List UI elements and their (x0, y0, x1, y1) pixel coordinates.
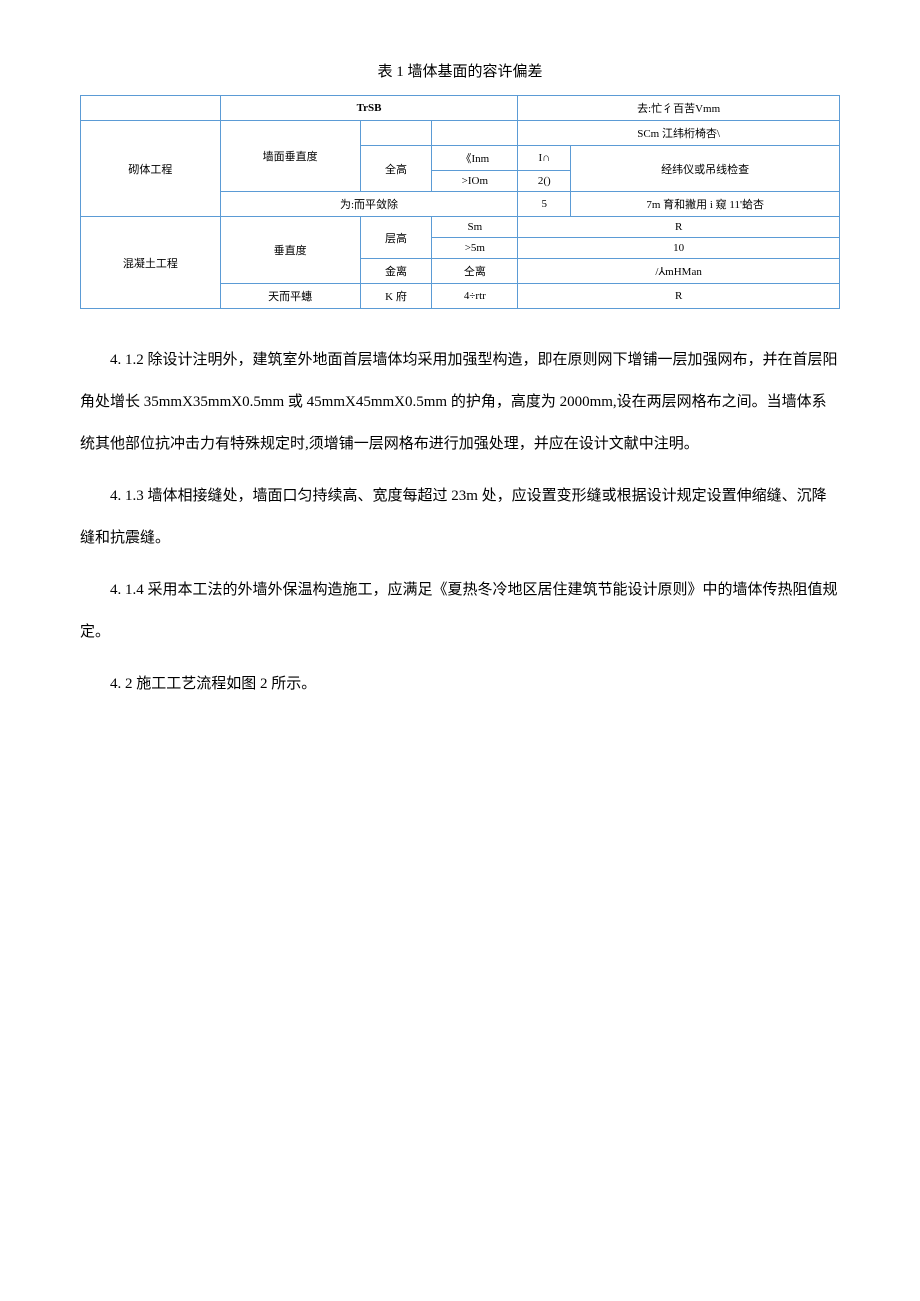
item-flatness: 为:而平敛除 (220, 192, 517, 217)
sub-floor-height: 层高 (360, 217, 432, 259)
sub-kfu: K 府 (360, 284, 432, 309)
sub-jinli: 金离 (360, 259, 432, 284)
table-title: 表 1 墙体基面的容许偏差 (80, 60, 840, 81)
val-5: 5 (518, 192, 571, 217)
item-wall-vertical: 墙面垂直度 (220, 121, 360, 192)
paragraph-4-1-3: 4. 1.3 墙体相接缝处，墙面口匀持续高、宽度每超过 23m 处，应设置变形缝… (80, 475, 840, 559)
item-surface-flat: 天而平蟪 (220, 284, 360, 309)
header-trsb: TrSB (220, 96, 517, 121)
val-10: 10 (518, 238, 840, 259)
tolerance-table: TrSB 去:忙彳百苦Vmm 砌体工程 墙面垂直度 SCm 江纬桁椅杏\ 全高 … (80, 95, 840, 309)
cell-empty-3 (432, 121, 518, 146)
cond-sm: Sm (432, 217, 518, 238)
header-tolerance: 去:忙彳百苦Vmm (518, 96, 840, 121)
paragraph-4-1-4: 4. 1.4 采用本工法的外墙外保温构造施工，应满足《夏热冬冷地区居住建筑节能设… (80, 569, 840, 653)
note-theodolite: 经纬仪或吊线检查 (571, 146, 840, 192)
cell-empty-2 (360, 121, 432, 146)
cell-empty-1 (81, 96, 221, 121)
cond-5m: >5m (432, 238, 518, 259)
item-vertical: 垂直度 (220, 217, 360, 284)
note-7m: 7m 育和撇用 i 窥 11'蛤杏 (571, 192, 840, 217)
cond-inm: 《Inm (432, 146, 518, 171)
paragraph-4-2: 4. 2 施工工艺流程如图 2 所示。 (80, 663, 840, 705)
val-amhman: /⅄mHMan (518, 259, 840, 284)
paragraph-4-1-2: 4. 1.2 除设计注明外，建筑室外地面首层墙体均采用加强型构造，即在原则网下增… (80, 339, 840, 465)
cond-tongli: 仝离 (432, 259, 518, 284)
val-20: 2() (518, 171, 571, 192)
category-masonry: 砌体工程 (81, 121, 221, 217)
note-scm: SCm 江纬桁椅杏\ (518, 121, 840, 146)
val-in: I∩ (518, 146, 571, 171)
cond-4rtr: 4÷rtr (432, 284, 518, 309)
val-r2: R (518, 284, 840, 309)
category-concrete: 混凝土工程 (81, 217, 221, 309)
cond-10m: >IOm (432, 171, 518, 192)
sub-full-height: 全高 (360, 146, 432, 192)
val-r1: R (518, 217, 840, 238)
